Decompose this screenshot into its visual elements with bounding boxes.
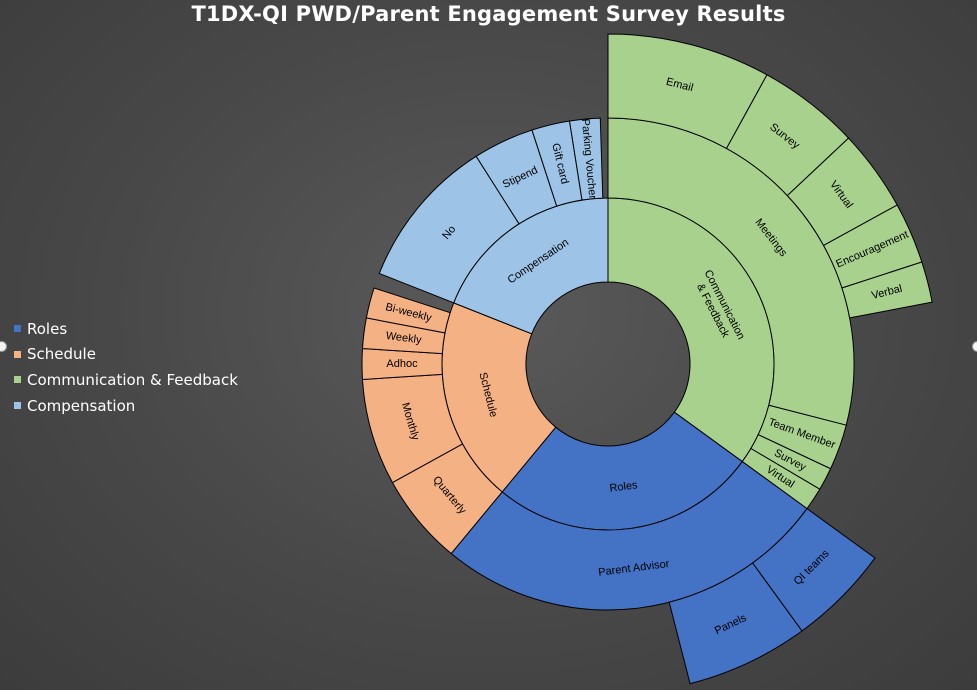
legend-item-compensation[interactable]: Compensation (14, 393, 238, 419)
chart-title: T1DX-QI PWD/Parent Engagement Survey Res… (191, 2, 786, 26)
segment-roles-label: Roles (609, 479, 639, 494)
legend-swatch-roles (14, 325, 21, 333)
legend-item-roles[interactable]: Roles (14, 316, 238, 342)
segment-schedule-bi-weekly[interactable] (365, 287, 451, 334)
segment-schedule-adhoc-label: Adhoc (386, 358, 418, 370)
legend-swatch-schedule (14, 350, 21, 358)
segment-communication-and-feedback-meetings-verbal[interactable] (841, 261, 933, 319)
segment-schedule-weekly-label: Weekly (385, 330, 423, 346)
legend-swatch-compensation (14, 402, 21, 410)
legend: Roles Schedule Communication & Feedback … (14, 316, 238, 418)
legend-label-compensation: Compensation (27, 396, 136, 415)
segment-compensation-parking-voucher[interactable] (568, 117, 604, 201)
legend-item-communication-feedback[interactable]: Communication & Feedback (14, 367, 238, 393)
legend-label-schedule: Schedule (27, 345, 96, 364)
legend-swatch-communication-feedback (14, 376, 21, 384)
resize-handle-right[interactable] (972, 341, 977, 352)
legend-label-roles: Roles (27, 319, 68, 338)
legend-item-schedule[interactable]: Schedule (14, 342, 238, 368)
legend-label-communication-feedback: Communication & Feedback (27, 370, 238, 389)
segment-roles-parent-advisor-panels[interactable] (668, 562, 803, 685)
resize-handle-left[interactable] (0, 341, 7, 352)
